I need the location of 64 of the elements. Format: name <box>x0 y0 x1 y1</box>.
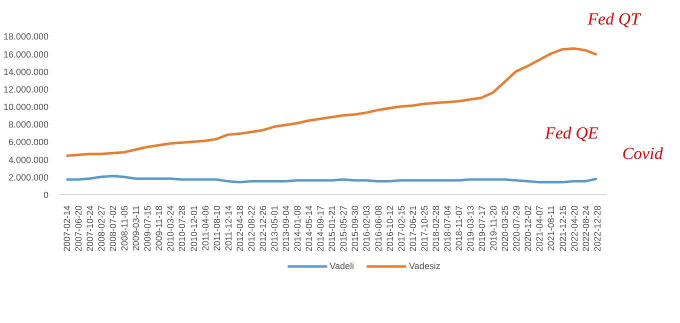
y-tick-label: 4.000.000 <box>8 154 49 165</box>
x-tick-label: 2022-08-24 <box>580 205 591 252</box>
x-tick-label: 2021-08-11 <box>546 205 556 251</box>
x-tick-label: 2014-05-14 <box>304 205 314 252</box>
x-tick-label: 2009-11-18 <box>154 205 164 251</box>
x-tick-label: 2020-07-29 <box>512 205 522 252</box>
x-tick-label: 2020-03-25 <box>500 205 510 252</box>
x-tick-label: 2009-07-15 <box>142 205 153 252</box>
x-tick-label: 2016-02-03 <box>362 205 372 252</box>
x-tick-label: 2011-12-14 <box>223 205 234 251</box>
legend-label: Vadesiz <box>409 261 440 271</box>
x-tick-label: 2018-02-28 <box>430 205 441 252</box>
y-tick-label: 14.000.000 <box>3 66 49 77</box>
x-tick-label: 2007-10-24 <box>84 205 95 252</box>
x-tick-label: 2021-04-07 <box>534 205 545 252</box>
x-tick-label: 2019-11-20 <box>488 205 499 251</box>
annotation: Fed QE <box>544 123 599 142</box>
y-tick-label: 16.000.000 <box>3 49 49 60</box>
x-tick-label: 2017-06-21 <box>408 205 418 252</box>
x-tick-label: 2011-04-06 <box>200 205 210 251</box>
x-tick-label: 2012-12-26 <box>258 205 268 252</box>
y-tick-label: 10.000.000 <box>3 102 49 112</box>
y-tick-label: 12.000.000 <box>3 84 49 94</box>
x-tick-label: 2009-03-11 <box>131 205 142 251</box>
x-tick-label: 2015-05-27 <box>338 205 349 252</box>
y-tick-label: 0 <box>43 190 49 200</box>
x-tick-label: 2015-09-30 <box>350 205 360 252</box>
x-tick-label: 2007-02-14 <box>62 205 72 252</box>
x-tick-label: 2021-12-15 <box>558 205 568 252</box>
x-tick-label: 2014-01-08 <box>292 205 303 252</box>
x-tick-label: 2019-03-13 <box>466 205 476 252</box>
text: Covid <box>622 144 664 163</box>
x-tick-label: 2022-04-20 <box>569 205 580 252</box>
x-tick-label: 2012-08-22 <box>246 205 256 252</box>
x-tick-label: 2011-08-10 <box>212 205 222 251</box>
line-series <box>65 47 598 158</box>
x-tick-label: 2020-12-02 <box>523 205 534 252</box>
x-tick-label: 2010-07-28 <box>177 205 188 252</box>
x-tick-label: 2013-09-04 <box>281 205 292 252</box>
legend-label: Vadeli <box>330 261 354 271</box>
x-tick-label: 2019-07-17 <box>477 205 488 252</box>
y-tick-label: 18.000.000 <box>3 32 49 42</box>
x-tick-label: 2014-09-17 <box>316 205 326 252</box>
y-tick-label: 8.000.000 <box>8 120 49 130</box>
x-tick-label: 2018-11-07 <box>454 205 464 251</box>
x-tick-label: 2007-06-20 <box>73 205 84 252</box>
x-tick-label: 2016-10-12 <box>384 205 395 252</box>
x-tick-label: 2022-12-28 <box>592 205 602 252</box>
text: Fed QT <box>586 9 642 28</box>
x-tick-label: 2017-10-25 <box>419 205 430 252</box>
x-tick-label: 2018-07-04 <box>442 205 452 252</box>
x-tick-label: 2012-04-18 <box>234 205 245 252</box>
x-tick-label: 2010-12-01 <box>188 205 199 252</box>
x-tick-label: 2008-02-27 <box>96 205 107 252</box>
x-tick-label: 2017-02-15 <box>396 205 406 252</box>
x-tick-label: 2008-07-02 <box>108 205 118 252</box>
x-tick-label: 2016-06-08 <box>373 205 384 252</box>
x-tick-label: 2015-01-21 <box>327 205 338 252</box>
x-tick-label: 2010-03-24 <box>166 205 176 252</box>
y-tick-label: 2.000.000 <box>8 172 49 182</box>
line-series <box>65 174 598 184</box>
x-tick-label: 2013-05-01 <box>269 205 280 252</box>
y-tick-label: 6.000.000 <box>8 137 49 148</box>
x-tick-label: 2008-11-05 <box>120 205 130 251</box>
